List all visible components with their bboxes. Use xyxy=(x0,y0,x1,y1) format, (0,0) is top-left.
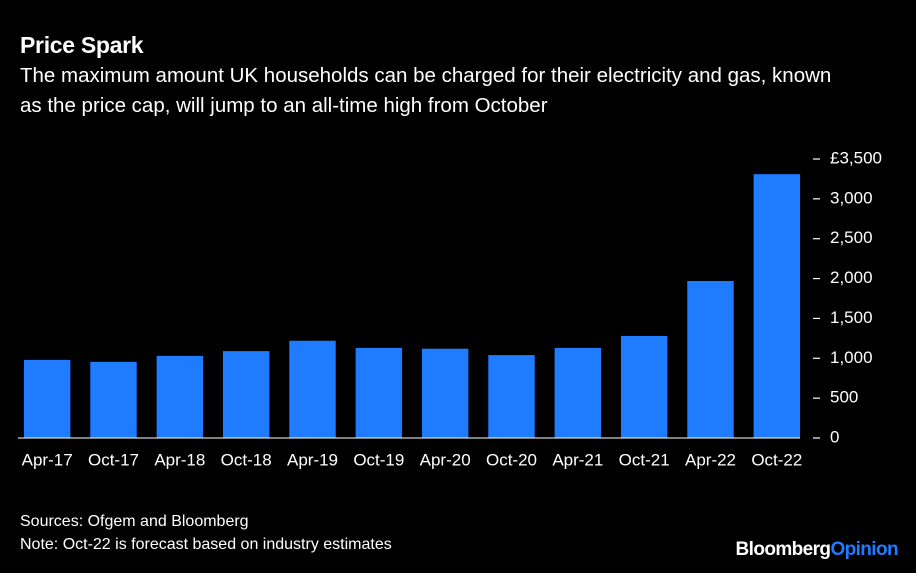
bar xyxy=(90,361,137,438)
bar xyxy=(488,355,535,438)
bar xyxy=(421,348,469,438)
x-tick-label: Oct-18 xyxy=(221,450,272,469)
bar xyxy=(289,340,336,438)
chart-subtitle: The maximum amount UK households can be … xyxy=(20,64,832,117)
x-tick-label: Oct-17 xyxy=(88,450,139,469)
y-tick-label: 1,500 xyxy=(830,308,873,327)
x-tick-label: Apr-17 xyxy=(22,450,73,469)
y-tick-label: 0 xyxy=(830,427,839,446)
source-note: Sources: Ofgem and Bloomberg xyxy=(20,513,249,530)
bar xyxy=(355,347,403,438)
logo: BloombergOpinion xyxy=(735,539,899,561)
x-tick-label: Apr-20 xyxy=(420,450,471,469)
logo-brand: Bloomberg xyxy=(735,539,831,560)
bar xyxy=(554,347,602,438)
bar xyxy=(222,351,270,438)
bar xyxy=(620,335,668,438)
x-tick-label: Apr-22 xyxy=(685,450,736,469)
bar xyxy=(23,359,71,438)
y-tick-label: 3,000 xyxy=(830,188,873,207)
x-tick-label: Apr-19 xyxy=(287,450,338,469)
bar xyxy=(753,174,801,438)
x-tick-label: Oct-22 xyxy=(751,450,802,469)
bar xyxy=(156,355,204,438)
chart-title: Price Spark xyxy=(20,32,144,58)
logo-suffix: Opinion xyxy=(830,539,898,560)
y-tick-label: 1,000 xyxy=(830,348,873,367)
x-tick-label: Oct-20 xyxy=(486,450,537,469)
footnote: Note: Oct-22 is forecast based on indust… xyxy=(20,536,392,553)
x-tick-label: Oct-19 xyxy=(353,450,404,469)
y-tick-label: 500 xyxy=(830,388,858,407)
y-tick-label: 2,500 xyxy=(830,228,873,247)
y-tick-label: £3,500 xyxy=(830,148,882,167)
x-tick-label: Oct-21 xyxy=(619,450,670,469)
y-tick-label: 2,000 xyxy=(830,268,873,287)
x-tick-label: Apr-18 xyxy=(154,450,205,469)
bar xyxy=(687,280,734,438)
x-tick-label: Apr-21 xyxy=(552,450,603,469)
